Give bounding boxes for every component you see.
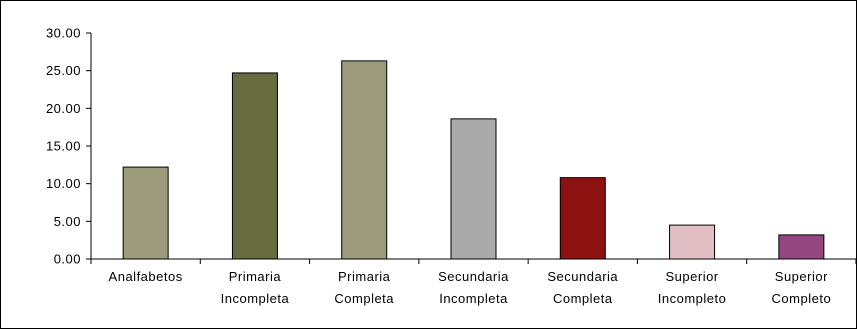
y-tick-label: 20.00 <box>46 101 81 116</box>
bar <box>450 118 497 260</box>
axes: 0.00 5.00 10.00 15.00 20.00 25.00 30.00 <box>46 26 857 267</box>
category-label: Completo <box>772 291 832 306</box>
bar <box>122 166 169 260</box>
bar <box>341 60 388 260</box>
category-label: Incompleto <box>658 291 727 306</box>
category-label: Incompleta <box>439 291 508 306</box>
category-label: Analfabetos <box>109 269 183 284</box>
category-label: Secundaria <box>547 269 618 284</box>
category-label: Secundaria <box>438 269 509 284</box>
y-tick-label: 10.00 <box>46 176 81 191</box>
y-tick-label: 30.00 <box>46 26 81 41</box>
labels: Analfabetos Primaria Incompleta Primaria Com… <box>109 269 832 306</box>
y-tick-label: 0.00 <box>54 252 81 267</box>
y-tick-label: 25.00 <box>46 63 81 78</box>
category-label: Incompleta <box>221 291 290 306</box>
y-tick-label: 5.00 <box>54 214 81 229</box>
category-label: Primaria <box>229 269 282 284</box>
bar <box>559 177 606 260</box>
bar <box>778 234 825 260</box>
bar <box>669 224 716 260</box>
y-tick-label: 15.00 <box>46 139 81 154</box>
category-label: Completa <box>553 291 613 306</box>
bars <box>122 60 825 260</box>
category-label: Completa <box>334 291 394 306</box>
bar <box>231 72 278 260</box>
category-label: Superior <box>666 269 719 284</box>
category-label: Superior <box>775 269 828 284</box>
category-label: Primaria <box>338 269 391 284</box>
